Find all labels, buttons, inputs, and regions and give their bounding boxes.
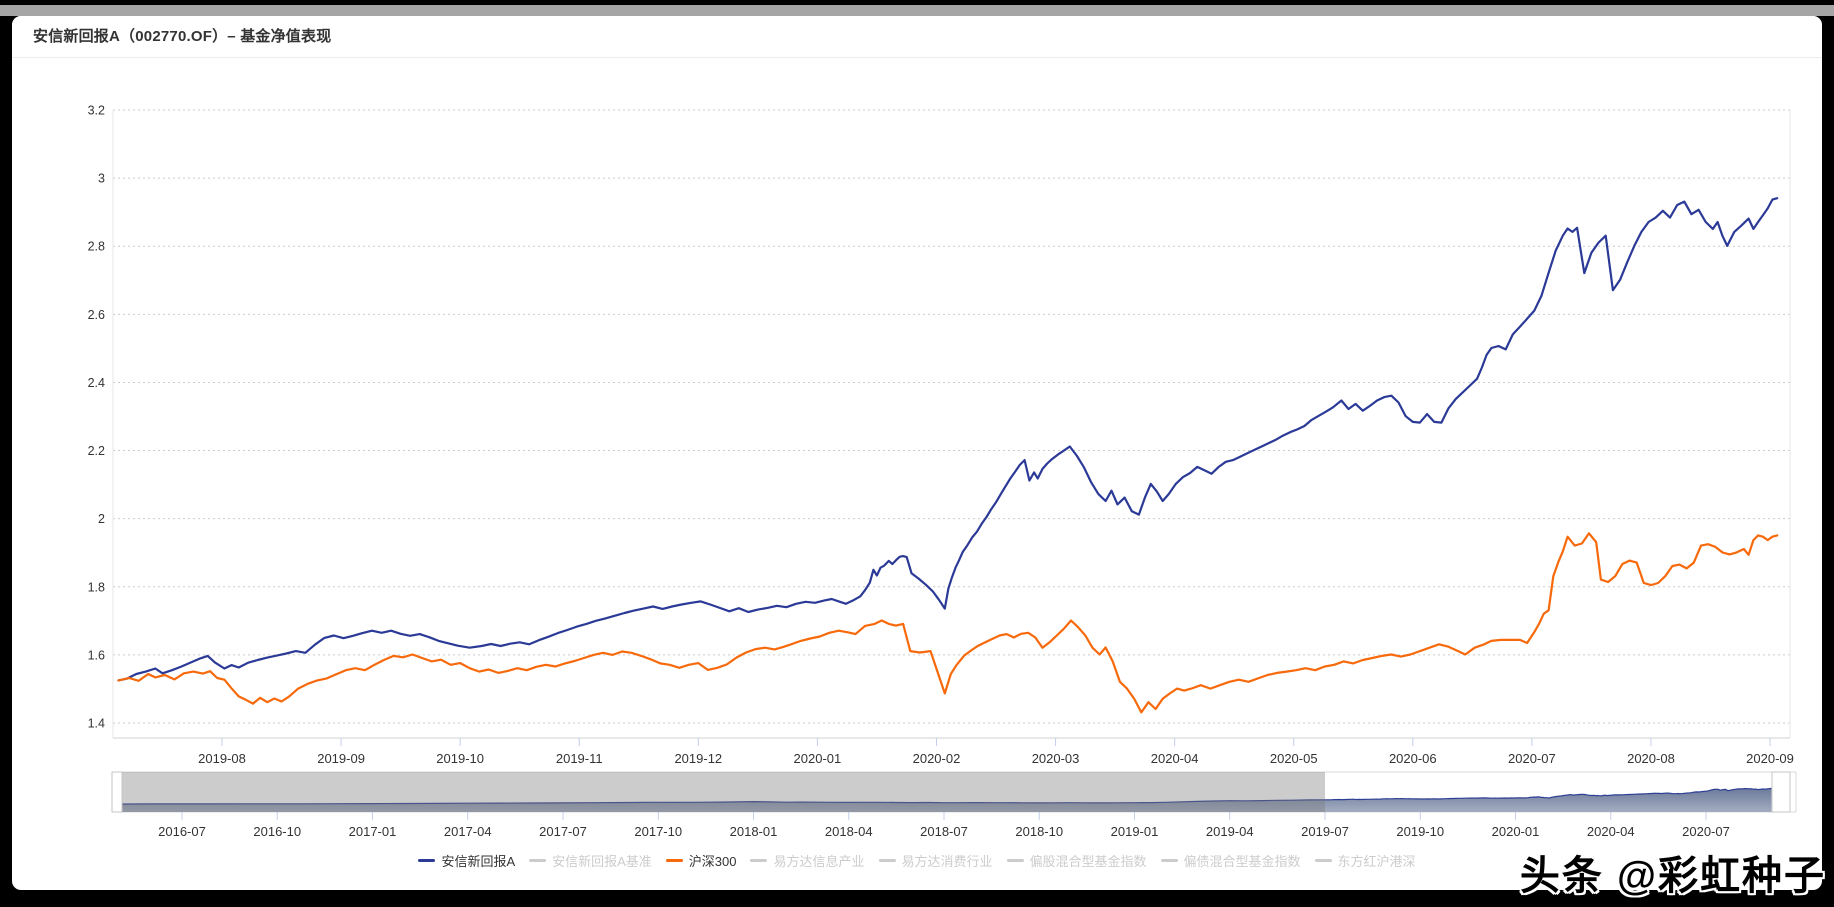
x-tick-label: 2020-06 xyxy=(1389,751,1437,766)
navigator-mask-unselected[interactable] xyxy=(122,772,1325,812)
navigator-tick-label: 2020-07 xyxy=(1682,824,1730,839)
y-tick-label: 3 xyxy=(98,172,105,186)
legend-dash-icon xyxy=(878,859,896,862)
x-tick-label: 2020-07 xyxy=(1508,751,1556,766)
y-tick-label: 2.6 xyxy=(88,308,105,322)
gridlines xyxy=(113,109,1790,724)
chart-header: 安信新回报A（002770.OF）– 基金净值表现 xyxy=(12,16,1822,58)
legend-item-5[interactable]: 偏股混合型基金指数 xyxy=(1006,851,1147,870)
navigator-tick-label: 2018-04 xyxy=(825,824,873,839)
legend-item-0[interactable]: 安信新回报A xyxy=(418,851,515,870)
legend-label: 偏债混合型基金指数 xyxy=(1183,854,1301,869)
y-tick-label: 1.4 xyxy=(88,717,105,731)
x-tick-label: 2019-09 xyxy=(317,751,365,766)
y-tick-label: 2.2 xyxy=(88,444,105,458)
navigator-tick-label: 2019-01 xyxy=(1111,824,1159,839)
legend-label: 易方达信息产业 xyxy=(773,854,865,869)
legend-dash-icon xyxy=(1006,859,1024,862)
navigator-left-handle[interactable] xyxy=(111,771,123,813)
x-tick-label: 2020-09 xyxy=(1746,751,1794,766)
navigator-tick-label: 2020-01 xyxy=(1492,824,1540,839)
legend-dash-icon xyxy=(750,859,768,862)
x-tick-label: 2019-12 xyxy=(674,751,722,766)
y-tick-label: 2 xyxy=(98,512,105,526)
legend-dash-icon xyxy=(665,859,683,862)
navigator-tick-label: 2018-07 xyxy=(920,824,968,839)
navigator-tick-label: 2017-07 xyxy=(539,824,587,839)
legend-item-1[interactable]: 安信新回报A基准 xyxy=(529,851,652,870)
x-axis: 2019-08 2019-09 2019-10 2019-11 2019-12 2020-… xyxy=(198,738,1794,766)
navigator-tick-label: 2018-10 xyxy=(1015,824,1063,839)
legend-item-7[interactable]: 东方红沪港深 xyxy=(1314,851,1416,870)
legend-item-6[interactable]: 偏债混合型基金指数 xyxy=(1160,851,1301,870)
series-line-index[interactable] xyxy=(117,532,1779,714)
legend-item-3[interactable]: 易方达信息产业 xyxy=(750,851,865,870)
navigator-tick-label: 2019-10 xyxy=(1396,824,1444,839)
legend-item-2[interactable]: 沪深300 xyxy=(665,851,737,870)
navigator-tick-label: 2020-04 xyxy=(1587,824,1635,839)
legend-dash-icon xyxy=(529,859,547,862)
x-tick-label: 2020-02 xyxy=(913,751,961,766)
legend-dash-icon xyxy=(1314,859,1332,862)
x-tick-label: 2019-08 xyxy=(198,751,246,766)
x-tick-label: 2019-11 xyxy=(556,751,603,766)
y-tick-label: 1.8 xyxy=(88,580,105,594)
y-tick-label: 2.8 xyxy=(88,240,105,254)
series-line-fund[interactable] xyxy=(117,197,1779,682)
x-tick-label: 2019-10 xyxy=(436,751,484,766)
navigator-tick-label: 2016-10 xyxy=(253,824,301,839)
navigator-area xyxy=(118,788,1772,812)
legend-label: 安信新回报A xyxy=(441,854,516,869)
watermark-text: 头条 @彩虹种子 xyxy=(1519,854,1826,898)
legend-label: 易方达消费行业 xyxy=(901,854,993,869)
legend-dash-icon xyxy=(418,859,436,862)
page-title: 安信新回报A（002770.OF）– 基金净值表现 xyxy=(33,28,332,45)
navigator-axis: 2016-07 2016-10 2017-01 2017-04 2017-07 2017-… xyxy=(158,812,1730,839)
navigator-tick-label: 2017-01 xyxy=(349,824,397,839)
x-tick-label: 2020-04 xyxy=(1151,751,1199,766)
y-axis-labels: 1.4 1.6 1.8 2 2.2 2.4 2.6 2.8 3 3.2 xyxy=(88,104,105,731)
x-tick-label: 2020-03 xyxy=(1032,751,1080,766)
y-tick-label: 3.2 xyxy=(88,104,105,118)
legend-label: 安信新回报A基准 xyxy=(552,854,652,869)
legend-label: 沪深300 xyxy=(688,854,737,869)
navigator-tick-label: 2019-04 xyxy=(1206,824,1254,839)
navigator-series-line xyxy=(118,787,1772,805)
navigator-tick-label: 2017-04 xyxy=(444,824,492,839)
y-tick-label: 1.6 xyxy=(88,648,105,662)
fund-performance-chart[interactable]: 1.4 1.6 1.8 2 2.2 2.4 2.6 2.8 3 3.2 2019-08 2019-09… xyxy=(12,16,1822,890)
navigator-right-handle[interactable] xyxy=(1771,771,1791,813)
legend-dash-icon xyxy=(1160,859,1178,862)
legend-label: 东方红沪港深 xyxy=(1337,854,1416,869)
x-tick-label: 2020-05 xyxy=(1270,751,1318,766)
legend-item-4[interactable]: 易方达消费行业 xyxy=(878,851,993,870)
navigator-tick-label: 2016-07 xyxy=(158,824,206,839)
navigator-tick-label: 2017-10 xyxy=(634,824,682,839)
navigator-tick-label: 2019-07 xyxy=(1301,824,1349,839)
window-top-strip xyxy=(0,5,1834,16)
x-tick-label: 2020-01 xyxy=(794,751,842,766)
y-tick-label: 2.4 xyxy=(88,376,105,390)
chart-card: 安信新回报A（002770.OF）– 基金净值表现 1.4 1.6 1.8 2 2.2 2… xyxy=(12,16,1822,890)
chart-legend: 安信新回报A 安信新回报A基准 沪深300 易方达信息产业 易方达消费行业 偏股混合型基金… xyxy=(12,851,1822,870)
navigator[interactable] xyxy=(111,771,1797,813)
navigator-tick-label: 2018-01 xyxy=(730,824,778,839)
legend-label: 偏股混合型基金指数 xyxy=(1029,854,1147,869)
x-tick-label: 2020-08 xyxy=(1627,751,1675,766)
